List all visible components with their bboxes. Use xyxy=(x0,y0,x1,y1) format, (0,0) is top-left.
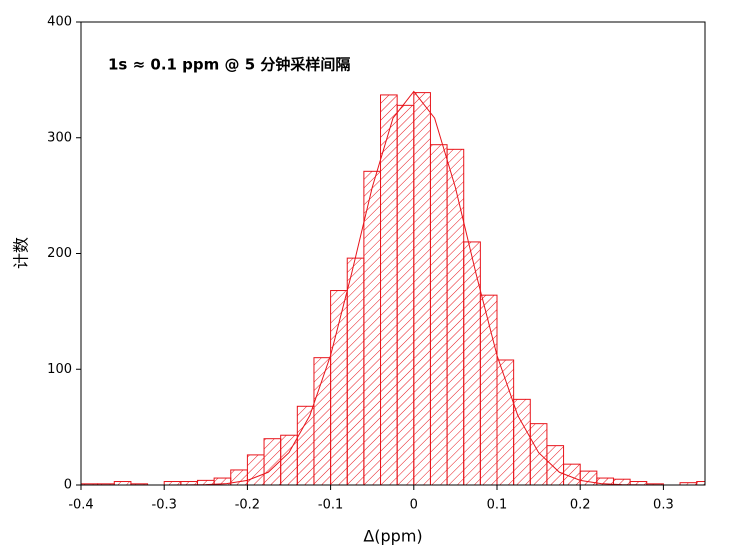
bar xyxy=(413,92,431,485)
bar xyxy=(296,405,315,485)
bar xyxy=(313,357,332,485)
y-axis-label: 计数 xyxy=(12,237,31,269)
x-tick-label: -0.1 xyxy=(318,498,343,513)
x-tick-label: 0.2 xyxy=(570,498,591,513)
bar xyxy=(546,445,565,485)
bar xyxy=(113,481,132,485)
x-tick-label: 0.3 xyxy=(653,498,674,513)
bar xyxy=(463,241,481,485)
y-tick-label: 200 xyxy=(47,246,72,261)
bar xyxy=(396,104,415,485)
x-tick-label: 0 xyxy=(410,498,418,513)
bar xyxy=(330,290,348,485)
bar xyxy=(429,144,448,485)
bar xyxy=(263,438,282,485)
x-axis-label: Δ(ppm) xyxy=(363,527,422,546)
bar xyxy=(246,454,265,485)
chart-title: 1s ≈ 0.1 ppm @ 5 分钟采样间隔 xyxy=(108,56,350,74)
bar xyxy=(363,170,382,485)
x-tick-label: -0.4 xyxy=(68,498,93,513)
bar xyxy=(446,148,465,485)
bar xyxy=(380,94,398,485)
bar xyxy=(346,257,365,485)
x-tick-label: -0.3 xyxy=(152,498,177,513)
y-tick-label: 400 xyxy=(47,15,72,30)
plot-marks xyxy=(81,90,705,485)
x-tick-label: -0.2 xyxy=(235,498,260,513)
y-tick-label: 300 xyxy=(47,130,72,145)
y-tick-label: 100 xyxy=(47,362,72,377)
x-tick-label: 0.1 xyxy=(487,498,508,513)
y-tick-label: 0 xyxy=(64,478,72,493)
bar xyxy=(529,423,548,485)
